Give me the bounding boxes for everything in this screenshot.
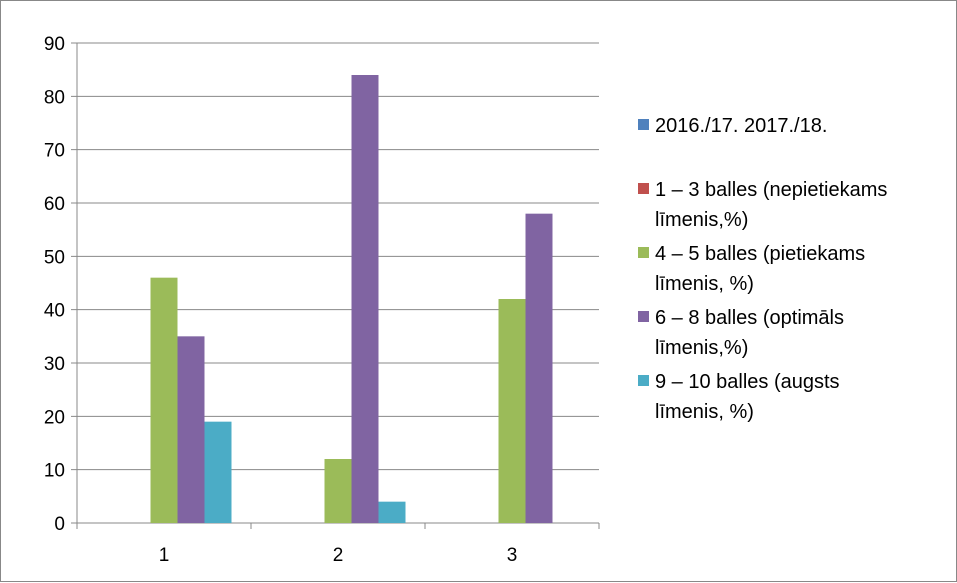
y-tick-label: 50 [44,247,65,268]
legend-swatch [638,247,649,258]
x-tick-label: 1 [159,545,170,566]
legend-label: 1 – 3 balles (nepietiekams [655,179,887,201]
bar [150,277,178,523]
legend-swatch [638,183,649,194]
y-tick-label: 40 [44,301,65,322]
axes: 0 10 20 30 40 50 60 70 80 90 1 2 3 [44,34,600,566]
y-tick-label: 30 [44,354,65,375]
bar [324,459,352,523]
x-tick-label: 2 [333,545,344,566]
x-tick-label: 3 [507,545,518,566]
legend-swatch [638,119,649,130]
bar [525,213,553,523]
legend-swatch [638,311,649,322]
bar [378,501,406,523]
bar [351,75,379,523]
legend-label: 4 – 5 balles (pietiekams [655,243,865,265]
legend-swatch [638,375,649,386]
y-tick-label: 10 [44,461,65,482]
bars [150,75,553,523]
bar [498,299,526,523]
y-tick-label: 90 [44,34,65,55]
bar [204,421,232,523]
y-tick-label: 20 [44,407,65,428]
y-tick-label: 0 [54,514,65,535]
legend-label: 6 – 8 balles (optimāls [655,307,844,329]
y-tick-label: 80 [44,87,65,108]
legend-label: līmenis, %) [655,401,754,423]
y-tick-label: 60 [44,194,65,215]
legend-label: līmenis, %) [655,273,754,295]
y-tick-label: 70 [44,141,65,162]
bar [177,336,205,523]
legend-label: 9 – 10 balles (augsts [655,371,840,393]
legend: 2016./17. 2017./18. 1 – 3 balles (nepieti… [638,115,887,423]
legend-label: līmenis,%) [655,337,748,359]
legend-label: 2016./17. 2017./18. [655,115,827,137]
legend-label: līmenis,%) [655,209,748,231]
